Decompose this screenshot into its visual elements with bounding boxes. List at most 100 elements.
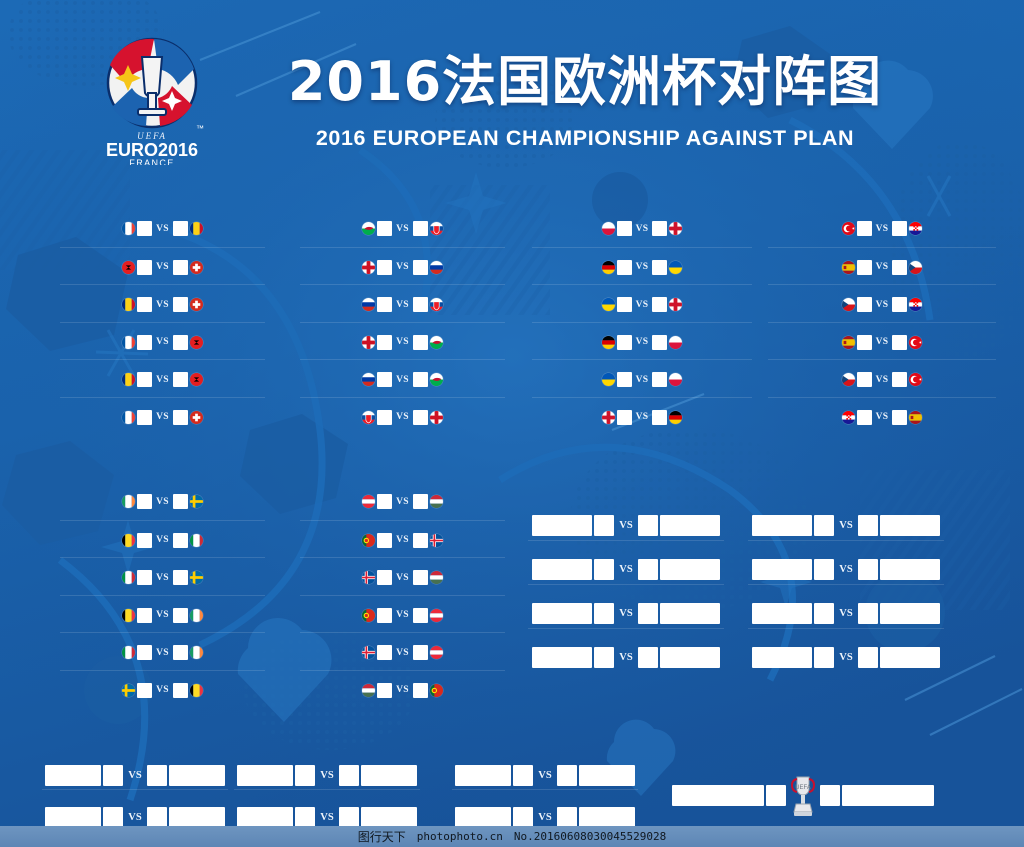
home-score-box[interactable] [103,765,124,786]
home-score-box[interactable] [295,807,316,828]
away-score-box[interactable] [637,647,658,668]
away-team-box[interactable] [360,765,417,786]
home-score-box[interactable] [137,645,153,660]
home-score-box[interactable] [137,259,153,275]
home-score-box[interactable] [377,570,393,585]
away-score-box[interactable] [172,494,188,509]
away-score-box[interactable] [556,765,577,786]
home-team-box[interactable] [237,765,294,786]
away-score-box[interactable] [172,607,188,623]
home-score-box[interactable] [137,221,153,236]
home-score-box[interactable] [137,372,153,387]
away-score-box[interactable] [892,297,908,312]
home-score-box[interactable] [377,334,393,350]
away-team-box[interactable] [659,515,720,536]
away-score-box[interactable] [412,607,428,623]
away-score-box[interactable] [637,559,658,580]
home-score-box[interactable] [377,682,393,698]
home-score-box[interactable] [616,334,632,350]
home-score-box[interactable] [295,765,316,786]
home-team-box[interactable] [45,807,102,828]
away-score-box[interactable] [652,221,668,236]
away-score-box[interactable] [412,334,428,350]
away-team-box[interactable] [879,515,940,536]
away-score-box[interactable] [892,409,908,425]
away-score-box[interactable] [172,409,188,425]
away-team-box[interactable] [659,603,720,624]
home-score-box[interactable] [856,259,872,275]
home-score-box[interactable] [137,297,153,312]
home-score-box[interactable] [103,807,124,828]
away-score-box[interactable] [637,515,658,536]
home-team-box[interactable] [672,784,764,806]
home-score-box[interactable] [814,603,835,624]
home-team-box[interactable] [532,515,593,536]
away-score-box[interactable] [652,372,668,387]
away-score-box[interactable] [146,765,167,786]
away-score-box[interactable] [637,603,658,624]
away-team-box[interactable] [659,647,720,668]
home-score-box[interactable] [814,647,835,668]
away-score-box[interactable] [820,784,840,806]
away-score-box[interactable] [338,807,359,828]
away-score-box[interactable] [172,532,188,548]
home-team-box[interactable] [532,603,593,624]
away-team-box[interactable] [168,765,225,786]
away-score-box[interactable] [172,297,188,312]
home-score-box[interactable] [377,607,393,623]
away-score-box[interactable] [172,682,188,698]
away-score-box[interactable] [412,532,428,548]
home-score-box[interactable] [377,494,393,509]
home-score-box[interactable] [377,297,393,312]
home-team-box[interactable] [752,647,813,668]
away-score-box[interactable] [556,807,577,828]
away-score-box[interactable] [172,259,188,275]
home-score-box[interactable] [856,372,872,387]
home-team-box[interactable] [455,765,512,786]
home-score-box[interactable] [137,607,153,623]
home-score-box[interactable] [594,559,615,580]
home-team-box[interactable] [752,603,813,624]
away-score-box[interactable] [146,807,167,828]
home-score-box[interactable] [137,494,153,509]
away-score-box[interactable] [857,603,878,624]
home-score-box[interactable] [513,807,534,828]
home-score-box[interactable] [766,784,786,806]
away-score-box[interactable] [338,765,359,786]
home-score-box[interactable] [814,515,835,536]
away-score-box[interactable] [892,372,908,387]
away-score-box[interactable] [172,221,188,236]
home-team-box[interactable] [45,765,102,786]
away-score-box[interactable] [412,409,428,425]
away-score-box[interactable] [857,515,878,536]
away-score-box[interactable] [892,221,908,236]
home-team-box[interactable] [752,515,813,536]
home-score-box[interactable] [814,559,835,580]
away-score-box[interactable] [412,297,428,312]
home-score-box[interactable] [616,221,632,236]
away-score-box[interactable] [412,645,428,660]
away-score-box[interactable] [652,259,668,275]
away-team-box[interactable] [578,807,635,828]
home-score-box[interactable] [513,765,534,786]
away-team-box[interactable] [659,559,720,580]
home-score-box[interactable] [377,532,393,548]
home-score-box[interactable] [137,570,153,585]
away-score-box[interactable] [172,372,188,387]
home-score-box[interactable] [616,409,632,425]
home-score-box[interactable] [856,297,872,312]
home-team-box[interactable] [752,559,813,580]
home-team-box[interactable] [532,647,593,668]
home-score-box[interactable] [594,603,615,624]
away-team-box[interactable] [842,784,934,806]
away-score-box[interactable] [652,409,668,425]
away-score-box[interactable] [412,494,428,509]
home-score-box[interactable] [137,334,153,350]
home-score-box[interactable] [856,221,872,236]
away-score-box[interactable] [412,372,428,387]
away-score-box[interactable] [412,221,428,236]
away-score-box[interactable] [892,334,908,350]
home-score-box[interactable] [137,532,153,548]
away-team-box[interactable] [578,765,635,786]
home-score-box[interactable] [856,334,872,350]
